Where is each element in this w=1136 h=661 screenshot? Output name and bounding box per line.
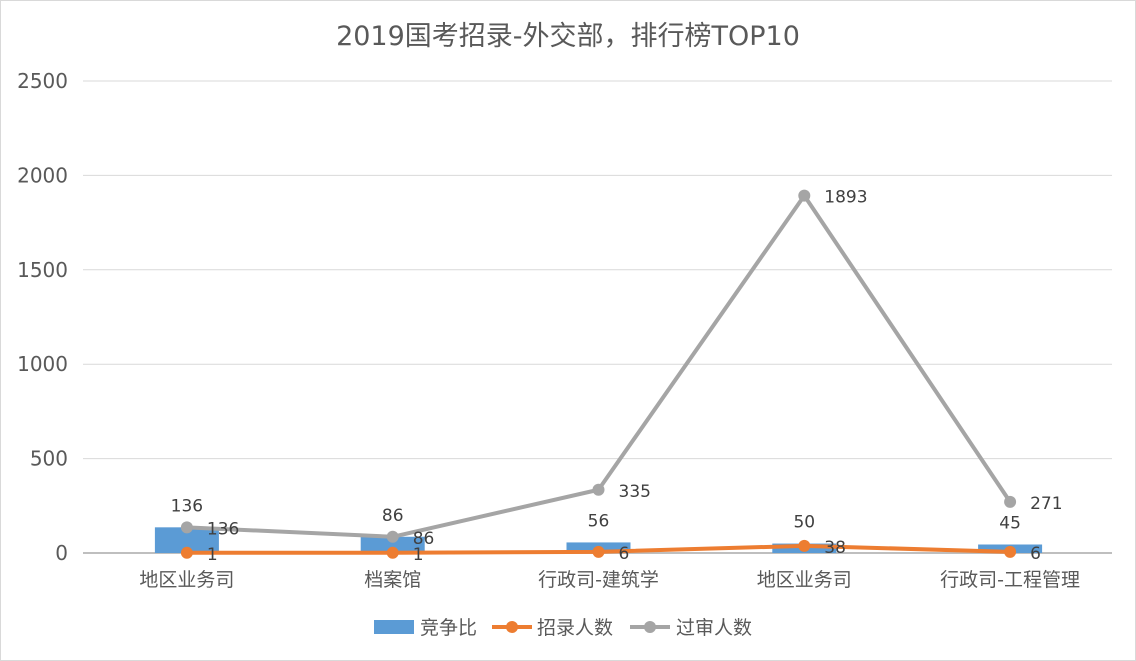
data-point — [180, 521, 193, 534]
line-data-label: 136 — [207, 519, 239, 539]
x-tick-label: 行政司-工程管理 — [940, 569, 1080, 591]
data-point — [1004, 495, 1017, 508]
line-data-label: 6 — [1030, 544, 1041, 564]
line-data-label: 1 — [207, 545, 218, 565]
x-tick-label: 档案馆 — [364, 569, 421, 591]
data-point — [180, 546, 193, 559]
line-data-label: 271 — [1030, 494, 1062, 514]
bar-data-label: 86 — [382, 506, 404, 526]
legend-marker — [644, 621, 656, 633]
line-data-label: 86 — [413, 529, 435, 549]
data-point — [592, 483, 605, 496]
line-data-label: 38 — [824, 538, 846, 558]
data-point — [592, 545, 605, 558]
x-tick-label: 地区业务司 — [139, 569, 234, 591]
data-point — [386, 546, 399, 559]
data-point — [798, 539, 811, 552]
data-point — [1004, 545, 1017, 558]
chart-title: 2019国考招录-外交部，排行榜TOP10 — [336, 21, 800, 52]
legend-label: 竞争比 — [420, 617, 477, 639]
data-point — [798, 189, 811, 202]
bar-data-label: 56 — [588, 511, 610, 531]
y-tick-label: 2500 — [17, 69, 68, 93]
bar-data-label: 45 — [999, 514, 1021, 534]
bar-data-label: 136 — [171, 496, 203, 516]
legend-swatch-bar — [374, 620, 414, 634]
legend-marker — [506, 621, 518, 633]
line-data-label: 6 — [619, 544, 630, 564]
bar-data-label: 50 — [793, 513, 815, 533]
y-tick-label: 2000 — [17, 163, 68, 187]
y-tick-label: 1000 — [17, 352, 68, 376]
bar — [360, 536, 425, 553]
y-tick-label: 0 — [55, 541, 68, 565]
x-tick-label: 行政司-建筑学 — [538, 569, 659, 591]
y-tick-label: 1500 — [17, 258, 68, 282]
line-data-label: 1 — [413, 545, 424, 565]
legend-label: 招录人数 — [537, 617, 613, 639]
legend-label: 过审人数 — [676, 617, 752, 639]
line-data-label: 1893 — [824, 188, 867, 208]
data-point — [386, 530, 399, 543]
line-data-label: 335 — [619, 482, 651, 502]
y-tick-label: 500 — [30, 447, 68, 471]
x-tick-label: 地区业务司 — [757, 569, 852, 591]
